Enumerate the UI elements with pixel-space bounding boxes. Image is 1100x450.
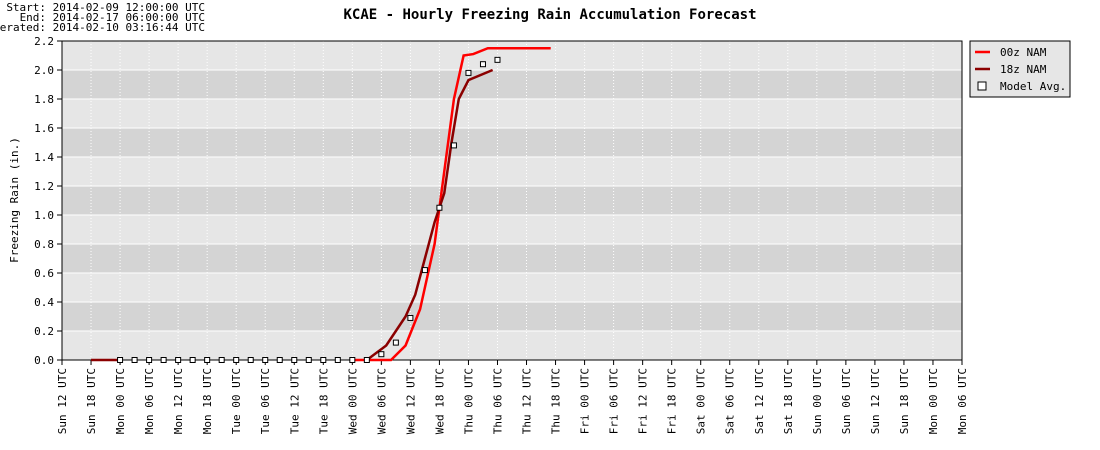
legend-label: 00z NAM [1000,46,1047,59]
x-tick-label: Tue 06 UTC [259,368,272,434]
y-tick-label: 1.6 [34,122,54,135]
marker [276,357,283,363]
x-tick-label: Mon 06 UTC [143,368,156,434]
x-tick-label: Thu 06 UTC [491,368,504,434]
x-tick-label: Fri 12 UTC [637,368,650,434]
marker [218,357,225,363]
marker [146,357,153,363]
y-tick-label: 0.8 [34,238,54,251]
grid-band [62,128,962,157]
marker [320,357,327,363]
marker [421,267,428,274]
x-tick-label: Tue 12 UTC [288,368,301,434]
marker [465,69,472,76]
marker [349,357,356,363]
marker [247,357,254,363]
marker [189,357,196,363]
y-tick-label: 1.0 [34,209,54,222]
x-tick-label: Tue 00 UTC [230,368,243,434]
x-tick-label: Tue 18 UTC [317,368,330,434]
grid-band [62,302,962,331]
y-tick-label: 1.2 [34,180,54,193]
marker [160,357,167,363]
marker [334,357,341,363]
marker [291,357,298,363]
marker [262,357,269,363]
x-tick-label: Thu 12 UTC [521,368,534,434]
legend-label: Model Avg. [1000,80,1066,93]
y-tick-label: 0.4 [34,296,54,309]
x-tick-label: Sun 12 UTC [869,368,882,434]
x-tick-label: Fri 06 UTC [608,368,621,434]
y-tick-label: 2.0 [34,64,54,77]
marker [117,357,124,363]
x-tick-label: Wed 00 UTC [346,368,359,434]
marker [305,357,312,363]
x-tick-label: Sat 00 UTC [695,368,708,434]
x-tick-label: Sat 12 UTC [753,368,766,434]
x-tick-label: Thu 00 UTC [462,368,475,434]
y-tick-label: 1.8 [34,93,54,106]
grid-band [62,186,962,215]
marker [233,357,240,363]
header-line: Start: 2014-02-09 12:00:00 UTC [6,1,205,14]
x-tick-label: Mon 06 UTC [956,368,969,434]
x-tick-label: Wed 12 UTC [404,368,417,434]
marker [494,56,501,63]
y-tick-label: 0.6 [34,267,54,280]
marker [450,142,457,149]
x-tick-label: Mon 00 UTC [927,368,940,434]
y-tick-label: 1.4 [34,151,54,164]
x-tick-label: Sun 00 UTC [811,368,824,434]
x-tick-label: Wed 06 UTC [375,368,388,434]
x-tick-label: Thu 18 UTC [550,368,563,434]
x-tick-label: Mon 18 UTC [201,368,214,434]
y-tick-label: 0.2 [34,325,54,338]
chart-title: KCAE - Hourly Freezing Rain Accumulation… [343,7,756,23]
grid-band [62,244,962,273]
x-tick-label: Sat 06 UTC [724,368,737,434]
x-tick-label: Sat 18 UTC [782,368,795,434]
x-tick-label: Mon 00 UTC [114,368,127,434]
marker [378,351,385,358]
y-tick-label: 0.0 [34,354,54,367]
header-line: Generated: 2014-02-10 03:16:44 UTC [0,21,205,34]
marker [392,339,399,346]
x-tick-label: Mon 12 UTC [172,368,185,434]
marker [479,61,486,68]
marker [436,204,443,211]
x-tick-label: Fri 00 UTC [579,368,592,434]
x-tick-label: Sun 18 UTC [85,368,98,434]
header-line: End: 2014-02-17 06:00:00 UTC [20,11,205,24]
marker [407,314,414,321]
x-tick-label: Wed 18 UTC [433,368,446,434]
marker [131,357,138,363]
x-tick-label: Sun 06 UTC [840,368,853,434]
x-tick-label: Sun 12 UTC [56,368,69,434]
x-tick-label: Fri 18 UTC [666,368,679,434]
series-line [352,47,551,362]
x-tick-label: Sun 18 UTC [898,368,911,434]
marker [363,357,370,363]
grid-band [62,70,962,99]
y-tick-label: 2.2 [34,35,54,48]
legend-marker [977,81,987,91]
series-line [91,68,494,362]
marker [175,357,182,363]
plot-frame [61,40,963,361]
marker [204,357,211,363]
legend-label: 18z NAM [1000,63,1047,76]
y-axis-label: Freezing Rain (in.) [8,137,21,263]
